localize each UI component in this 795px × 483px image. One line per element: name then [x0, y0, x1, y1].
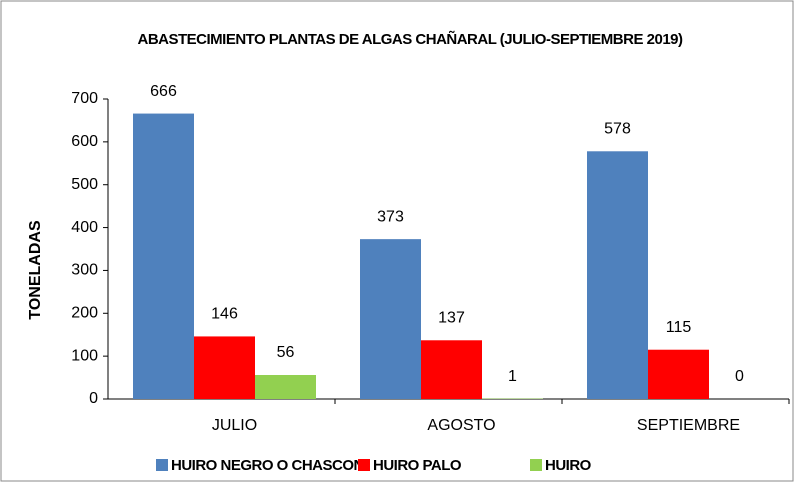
value-label: 373 [377, 208, 404, 225]
y-tick-label: 600 [71, 133, 98, 150]
legend-swatch [358, 459, 370, 471]
x-tick-label: AGOSTO [427, 417, 495, 434]
value-label: 146 [211, 306, 238, 323]
x-tick-label: SEPTIEMBRE [637, 417, 740, 434]
bar [255, 375, 316, 399]
y-tick-label: 0 [89, 390, 98, 407]
value-label: 56 [277, 344, 295, 361]
bar [133, 113, 194, 400]
bar [587, 151, 648, 399]
y-tick-label: 200 [71, 305, 98, 322]
bar [360, 239, 421, 399]
y-tick-label: 100 [71, 347, 98, 364]
y-tick-label: 300 [71, 262, 98, 279]
y-axis-label: TONELADAS [27, 220, 44, 320]
bar [194, 336, 255, 399]
value-label: 1 [508, 368, 517, 385]
value-label: 578 [604, 121, 631, 138]
x-tick-label: JULIO [212, 417, 257, 434]
value-label: 0 [735, 368, 744, 385]
legend-label: HUIRO [545, 457, 592, 474]
legend-swatch [530, 459, 542, 471]
legend-swatch [156, 459, 168, 471]
value-label: 666 [150, 83, 177, 100]
chart-title: ABASTECIMIENTO PLANTAS DE ALGAS CHAÑARAL… [137, 31, 684, 48]
bar [648, 349, 709, 399]
value-label: 137 [438, 310, 465, 327]
y-tick-label: 500 [71, 176, 98, 193]
bar [421, 340, 482, 399]
y-tick-label: 700 [71, 90, 98, 107]
legend-label: HUIRO PALO [373, 457, 462, 474]
legend-label: HUIRO NEGRO O CHASCON [171, 457, 364, 474]
value-label: 115 [666, 319, 692, 336]
y-tick-label: 400 [71, 219, 98, 236]
